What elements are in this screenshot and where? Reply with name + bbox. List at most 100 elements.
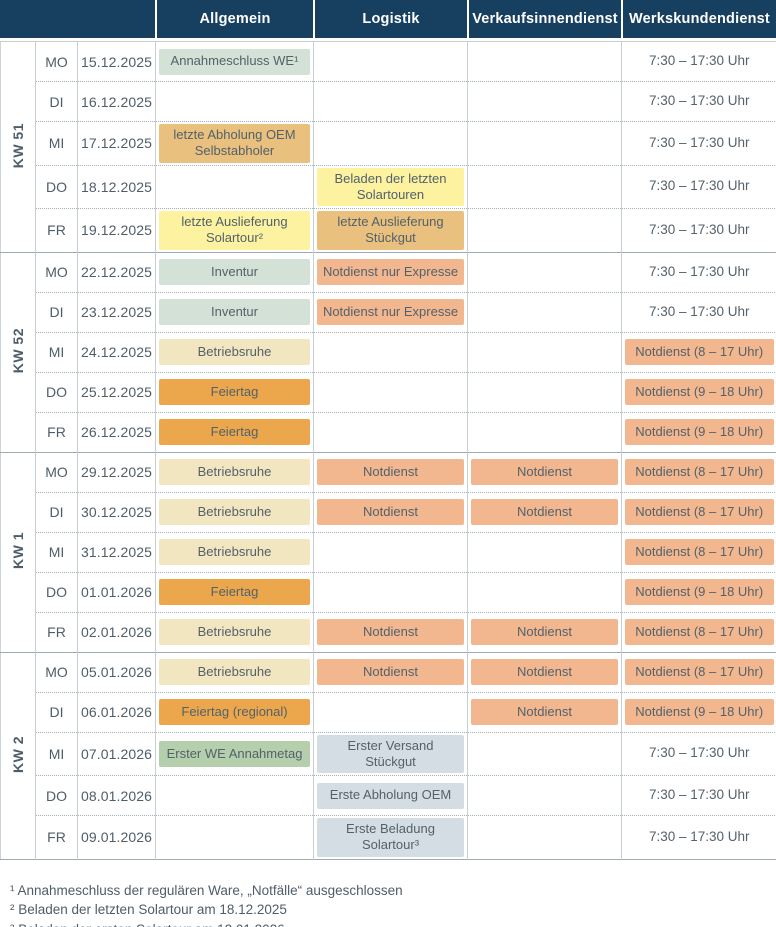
cell-logistik: Erste Beladung Solartour³ — [313, 815, 468, 859]
table-row: KW 52 MO 22.12.2025 Inventur Notdienst nur E… — [0, 251, 776, 452]
cell-werk: 7:30 – 17:30 Uhr — [622, 42, 776, 82]
cell-logistik: Erste Abholung OEM — [313, 775, 468, 816]
cell-allgemein: Feiertag — [155, 411, 314, 452]
cell-werk: 7:30 – 17:30 Uhr — [621, 775, 776, 816]
event-badge: letzte Abholung OEM Selbstabholer — [159, 124, 310, 163]
table-row: KW 1 MO 29.12.2025 Betriebsruhe Notdienst Not… — [0, 451, 776, 652]
day-cell: FR — [35, 208, 78, 252]
event-badge: Notdienst — [471, 659, 618, 685]
table-row: FR 19.12.2025 letzte Auslieferung Solartou… — [1, 208, 776, 252]
cell-verkauf — [467, 121, 622, 165]
service-hours: 7:30 – 17:30 Uhr — [648, 93, 750, 109]
date-cell: 26.12.2025 — [77, 411, 156, 452]
cell-werk: 7:30 – 17:30 Uhr — [621, 731, 776, 776]
day-cell: MO — [35, 451, 78, 492]
cell-allgemein — [155, 81, 314, 122]
event-badge: Notdienst — [471, 619, 618, 645]
date-cell: 31.12.2025 — [77, 531, 156, 572]
event-badge: Notdienst (8 – 17 Uhr) — [625, 619, 774, 645]
table-row: DI 06.01.2026 Feiertag (regional) Notdienst… — [1, 691, 776, 732]
event-badge: Feiertag — [159, 579, 310, 605]
day-cell: DO — [35, 371, 78, 412]
date-cell: 29.12.2025 — [77, 451, 156, 492]
event-badge: Erster Versand Stückgut — [317, 734, 464, 773]
service-hours: 7:30 – 17:30 Uhr — [648, 303, 750, 319]
day-cell: MI — [35, 531, 78, 572]
service-hours: 7:30 – 17:30 Uhr — [648, 787, 750, 803]
date-cell: 09.01.2026 — [77, 815, 156, 859]
service-hours: 7:30 – 17:30 Uhr — [648, 263, 750, 279]
date-cell: 24.12.2025 — [77, 331, 156, 372]
cell-verkauf: Notdienst — [467, 651, 622, 692]
cell-logistik — [313, 81, 468, 122]
cell-verkauf — [467, 331, 622, 372]
date-cell: 02.01.2026 — [77, 611, 156, 652]
event-badge: Notdienst (8 – 17 Uhr) — [625, 499, 774, 525]
cell-werk: 7:30 – 17:30 Uhr — [621, 291, 776, 332]
event-badge: Notdienst nur Expresse — [317, 299, 464, 325]
cell-allgemein: Feiertag (regional) — [155, 691, 314, 732]
cell-allgemein — [155, 164, 314, 209]
cell-logistik — [313, 331, 468, 372]
cell-werk: 7:30 – 17:30 Uhr — [621, 81, 776, 122]
table-row: DO 08.01.2026 Erste Abholung OEM 7:30 – 17:… — [1, 775, 776, 816]
service-hours: 7:30 – 17:30 Uhr — [648, 53, 750, 69]
cell-verkauf — [467, 251, 622, 292]
cell-werk: Notdienst (8 – 17 Uhr) — [621, 531, 776, 572]
week-cell: KW 2 — [0, 651, 36, 859]
cell-verkauf — [467, 81, 622, 122]
event-badge: Notdienst nur Expresse — [317, 259, 464, 285]
schedule-table: KW 51 MO 15.12.2025 Annahmeschluss WE¹ 7:30 … — [0, 41, 776, 860]
footnotes: ¹ Annahmeschluss der regulären Ware, „No… — [10, 881, 776, 927]
date-cell: 06.01.2026 — [77, 691, 156, 732]
cell-logistik — [313, 691, 468, 732]
day-cell: DI — [35, 291, 78, 332]
event-badge: Feiertag (regional) — [159, 699, 310, 725]
cell-werk: Notdienst (9 – 18 Uhr) — [621, 411, 776, 452]
week-label: KW 51 — [10, 122, 26, 168]
cell-logistik — [313, 371, 468, 412]
date-cell: 01.01.2026 — [77, 571, 156, 612]
day-cell: MO — [35, 651, 78, 692]
cell-allgemein: Feiertag — [155, 571, 314, 612]
cell-allgemein: Feiertag — [155, 371, 314, 412]
date-cell: 15.12.2025 — [77, 41, 156, 82]
cell-allgemein: Inventur — [155, 251, 314, 292]
event-badge: Notdienst — [317, 659, 464, 685]
event-badge: Notdienst — [471, 459, 618, 485]
cell-logistik: Notdienst — [313, 651, 468, 692]
footnote-3: ³ Beladen der ersten Solartour am 12.01.… — [10, 920, 776, 927]
cell-werk: 7:30 – 17:30 Uhr — [621, 208, 776, 252]
day-cell: DO — [35, 775, 78, 816]
event-badge: Notdienst (9 – 18 Uhr) — [625, 699, 774, 725]
cell-allgemein: Betriebsruhe — [155, 491, 314, 532]
table-row: MI 24.12.2025 Betriebsruhe Notdienst (8 – 1… — [1, 331, 776, 372]
cell-verkauf — [467, 815, 622, 859]
event-badge: letzte Auslieferung Stückgut — [317, 211, 464, 250]
day-cell: DI — [35, 491, 78, 532]
day-cell: DI — [35, 81, 78, 122]
cell-werk: 7:30 – 17:30 Uhr — [621, 121, 776, 165]
day-cell: MO — [35, 251, 78, 292]
event-badge: Inventur — [159, 259, 310, 285]
event-badge: Betriebsruhe — [159, 459, 310, 485]
day-cell: FR — [35, 815, 78, 859]
service-hours: 7:30 – 17:30 Uhr — [648, 134, 750, 150]
column-header-werkskundendienst: Werkskundendienst — [621, 0, 776, 38]
cell-allgemein: Inventur — [155, 291, 314, 332]
cell-logistik: Notdienst nur Expresse — [313, 251, 468, 292]
event-badge: Notdienst (8 – 17 Uhr) — [625, 659, 774, 685]
date-cell: 07.01.2026 — [77, 731, 156, 776]
event-badge: Beladen der letzten Solartouren — [317, 167, 464, 206]
cell-werk: 7:30 – 17:30 Uhr — [621, 164, 776, 209]
cell-allgemein: Betriebsruhe — [155, 651, 314, 692]
cell-verkauf — [467, 775, 622, 816]
cell-werk: Notdienst (8 – 17 Uhr) — [621, 611, 776, 652]
service-hours: 7:30 – 17:30 Uhr — [648, 178, 750, 194]
table-row: KW 2 MO 05.01.2026 Betriebsruhe Notdienst Not… — [0, 651, 776, 859]
date-cell: 19.12.2025 — [77, 208, 156, 252]
event-badge: Notdienst (8 – 17 Uhr) — [625, 459, 774, 485]
day-cell: DI — [35, 691, 78, 732]
week-label: KW 1 — [10, 532, 26, 569]
